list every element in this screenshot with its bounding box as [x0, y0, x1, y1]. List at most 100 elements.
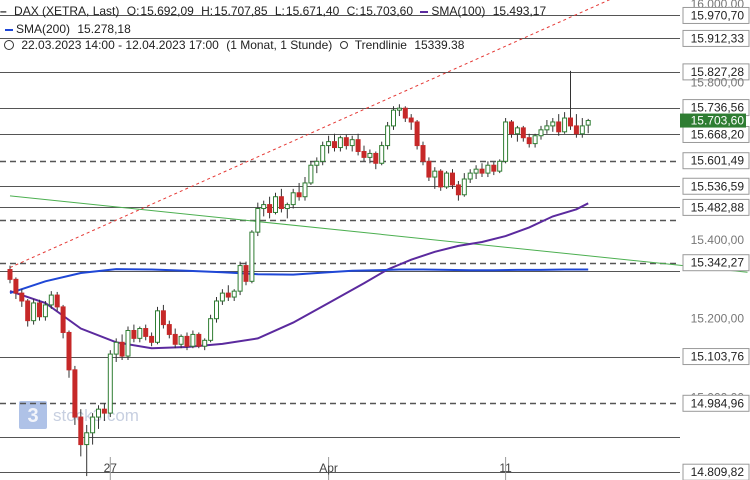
- candle[interactable]: [562, 112, 568, 134]
- candle[interactable]: [432, 167, 438, 189]
- date-range[interactable]: 22.03.2023 14:00 - 12.04.2023 17:00: [21, 38, 219, 52]
- candle[interactable]: [231, 289, 237, 301]
- candle[interactable]: [314, 157, 320, 174]
- candle[interactable]: [420, 141, 426, 166]
- candle[interactable]: [273, 192, 278, 215]
- candle[interactable]: [503, 118, 509, 164]
- candle[interactable]: [143, 324, 149, 341]
- candle[interactable]: [172, 328, 178, 349]
- candle[interactable]: [184, 332, 190, 351]
- candle[interactable]: [237, 261, 243, 296]
- sma100-line[interactable]: [9, 202, 589, 350]
- candle[interactable]: [96, 405, 101, 429]
- candle[interactable]: [19, 289, 25, 307]
- candle[interactable]: [473, 165, 479, 180]
- trendline-label[interactable]: Trendlinie: [354, 38, 407, 52]
- candle[interactable]: [196, 332, 202, 349]
- candle[interactable]: [278, 188, 284, 213]
- candle[interactable]: [373, 151, 379, 170]
- candle[interactable]: [391, 106, 396, 130]
- candle[interactable]: [37, 299, 42, 321]
- candle[interactable]: [255, 202, 261, 237]
- candle[interactable]: [42, 300, 48, 321]
- candle[interactable]: [455, 180, 461, 201]
- candle[interactable]: [60, 304, 66, 339]
- candle[interactable]: [385, 121, 391, 150]
- candle[interactable]: [261, 200, 267, 217]
- candle[interactable]: [25, 299, 31, 327]
- candle[interactable]: [31, 299, 37, 325]
- candle[interactable]: [579, 118, 585, 138]
- candle[interactable]: [379, 141, 385, 166]
- candle[interactable]: [113, 338, 119, 362]
- candle[interactable]: [320, 141, 326, 166]
- candle[interactable]: [367, 149, 373, 164]
- sma100-label[interactable]: SMA(100): [431, 4, 486, 18]
- candle[interactable]: [219, 289, 225, 305]
- candle[interactable]: [538, 125, 544, 140]
- candle[interactable]: [137, 326, 143, 343]
- candle[interactable]: [550, 118, 556, 132]
- candle[interactable]: [408, 114, 414, 130]
- candle[interactable]: [485, 161, 491, 178]
- candle[interactable]: [267, 196, 273, 219]
- candle[interactable]: [190, 330, 196, 349]
- candle[interactable]: [467, 169, 473, 183]
- candle[interactable]: [249, 230, 255, 284]
- candle[interactable]: [78, 409, 84, 457]
- candle[interactable]: [90, 413, 96, 445]
- candle[interactable]: [544, 120, 550, 134]
- candle[interactable]: [308, 161, 314, 185]
- candle[interactable]: [84, 424, 90, 477]
- candle[interactable]: [131, 324, 137, 343]
- candle[interactable]: [107, 350, 113, 418]
- candle[interactable]: [402, 106, 408, 122]
- candle[interactable]: [491, 162, 497, 176]
- candle[interactable]: [497, 159, 503, 174]
- candle[interactable]: [573, 114, 579, 138]
- sma200-line[interactable]: [9, 268, 589, 295]
- candle[interactable]: [479, 163, 485, 178]
- candle[interactable]: [214, 297, 219, 323]
- candle[interactable]: [414, 120, 420, 150]
- candle[interactable]: [326, 135, 332, 154]
- candle[interactable]: [585, 118, 591, 134]
- candle[interactable]: [514, 125, 520, 142]
- candle[interactable]: [160, 304, 166, 329]
- candle[interactable]: [296, 182, 302, 201]
- candle[interactable]: [178, 334, 184, 349]
- candle[interactable]: [568, 70, 573, 130]
- candle[interactable]: [155, 306, 160, 345]
- candle[interactable]: [101, 403, 107, 421]
- candle[interactable]: [149, 332, 155, 347]
- candle[interactable]: [284, 202, 290, 219]
- candle[interactable]: [438, 169, 444, 191]
- candle[interactable]: [302, 177, 308, 201]
- candle[interactable]: [509, 120, 514, 138]
- candle[interactable]: [337, 135, 343, 152]
- candle[interactable]: [166, 320, 172, 339]
- candle[interactable]: [243, 261, 249, 286]
- candle[interactable]: [54, 291, 60, 311]
- candle[interactable]: [520, 125, 526, 142]
- candle[interactable]: [532, 133, 538, 148]
- candle[interactable]: [343, 134, 349, 150]
- candle[interactable]: [72, 365, 78, 425]
- candle[interactable]: [355, 133, 361, 156]
- candle[interactable]: [66, 330, 72, 378]
- candle[interactable]: [450, 169, 455, 189]
- candle[interactable]: [361, 145, 367, 162]
- trendline-green[interactable]: [9, 195, 748, 273]
- candle[interactable]: [13, 277, 19, 300]
- sma200-label[interactable]: SMA(200): [16, 22, 71, 36]
- candle[interactable]: [396, 104, 402, 117]
- candle[interactable]: [208, 314, 214, 343]
- candle[interactable]: [7, 265, 13, 284]
- candle[interactable]: [119, 334, 125, 360]
- candle[interactable]: [48, 291, 54, 309]
- candle[interactable]: [290, 188, 296, 209]
- candle[interactable]: [556, 114, 562, 136]
- minus-icon[interactable]: –: [0, 4, 7, 18]
- candle[interactable]: [125, 326, 131, 360]
